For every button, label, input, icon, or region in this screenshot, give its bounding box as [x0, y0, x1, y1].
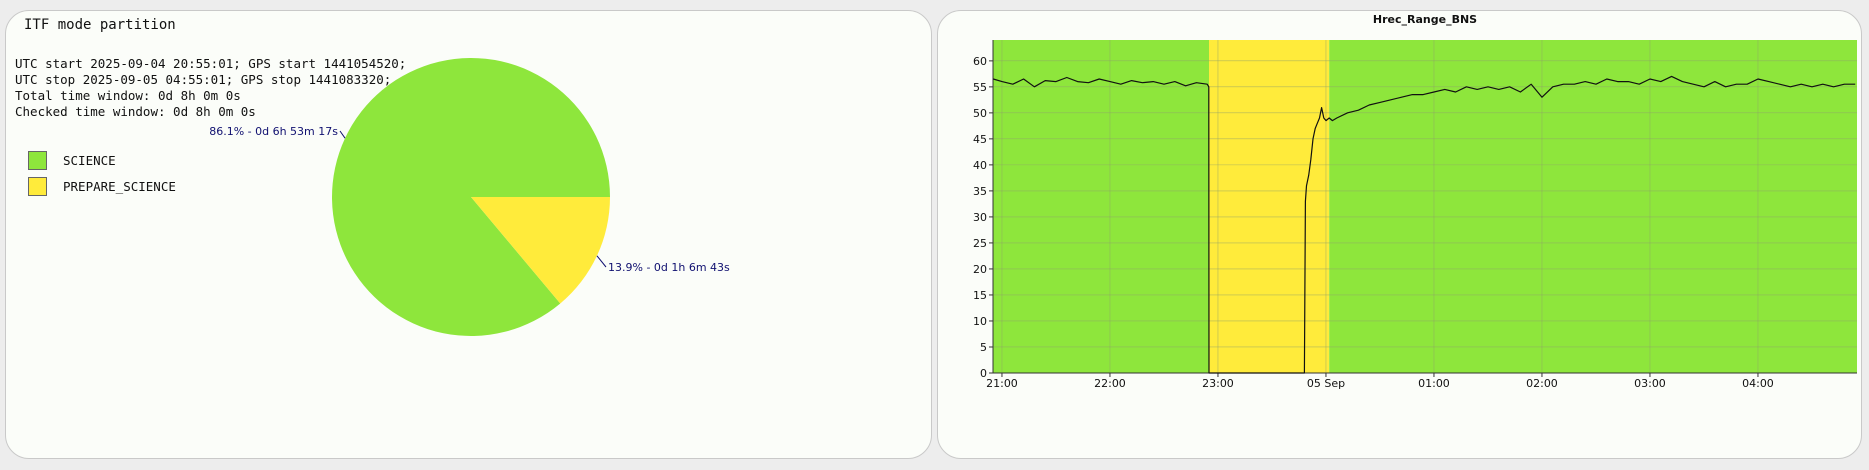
info-line-utc-stop: UTC stop 2025-09-05 04:55:01; GPS stop 1…: [15, 72, 392, 87]
x-tick-label: 03:00: [1634, 377, 1666, 390]
x-tick-label: 01:00: [1418, 377, 1450, 390]
y-tick-label: 20: [973, 263, 987, 276]
mode-band-science: [1329, 40, 1857, 373]
legend-item-prepare-science: PREPARE_SCIENCE: [28, 173, 176, 199]
x-tick-label: 05 Sep: [1307, 377, 1345, 390]
y-tick-label: 55: [973, 81, 987, 94]
legend-swatch-science: [28, 150, 47, 170]
y-tick-label: 25: [973, 237, 987, 250]
panel-title: ITF mode partition: [24, 17, 176, 33]
x-tick-label: 23:00: [1202, 377, 1234, 390]
mode-band-science: [993, 40, 1209, 373]
mode-partition-panel: ITF mode partition UTC start 2025-09-04 …: [5, 10, 932, 459]
legend-item-science: SCIENCE: [28, 147, 176, 173]
range-line-chart: Hrec_Range_BNS 0 5 10 15 20 25 30 35 40 45 50 55 60 21…: [973, 13, 1857, 390]
y-tick-label: 10: [973, 315, 987, 328]
mode-band-prepare-science: [1209, 40, 1330, 373]
legend-swatch-prepare-science: [28, 176, 47, 196]
pie-leader-line: [339, 130, 346, 139]
range-chart-panel: Hrec_Range_BNS 0 5 10 15 20 25 30 35 40 45 50 55 60 21…: [937, 10, 1862, 459]
chart-title: Hrec_Range_BNS: [1373, 13, 1477, 26]
x-tick-label: 04:00: [1742, 377, 1774, 390]
pie-slice-prepare-science: [471, 197, 610, 304]
info-line-utc-start: UTC start 2025-09-04 20:55:01; GPS start…: [15, 56, 407, 71]
info-line-total-window: Total time window: 0d 8h 0m 0s: [15, 88, 241, 103]
y-tick-label: 45: [973, 133, 987, 146]
x-tick-label: 22:00: [1094, 377, 1126, 390]
info-line-checked-window: Checked time window: 0d 8h 0m 0s: [15, 104, 256, 119]
y-tick-label: 30: [973, 211, 987, 224]
pie-chart: 86.1% - 0d 6h 53m 17s 13.9% - 0d 1h 6m 43…: [209, 58, 730, 336]
range-series-line: [993, 75, 1856, 374]
pie-slice-label: 86.1% - 0d 6h 53m 17s: [209, 125, 338, 138]
x-tick-label: 21:00: [986, 377, 1018, 390]
x-tick-label: 02:00: [1526, 377, 1558, 390]
y-tick-label: 60: [973, 55, 987, 68]
pie-slice-label: 13.9% - 0d 1h 6m 43s: [608, 261, 730, 274]
time-window-info: UTC start 2025-09-04 20:55:01; GPS start…: [15, 56, 406, 120]
y-tick-label: 40: [973, 159, 987, 172]
legend-label-science: SCIENCE: [63, 152, 116, 168]
y-tick-label: 0: [980, 367, 987, 380]
pie-leader-line: [596, 255, 607, 268]
pie-legend: SCIENCE PREPARE_SCIENCE: [28, 147, 176, 199]
y-tick-label: 15: [973, 289, 987, 302]
y-tick-label: 35: [973, 185, 987, 198]
y-tick-label: 5: [980, 341, 987, 354]
legend-label-prepare-science: PREPARE_SCIENCE: [63, 178, 176, 194]
y-tick-label: 50: [973, 107, 987, 120]
